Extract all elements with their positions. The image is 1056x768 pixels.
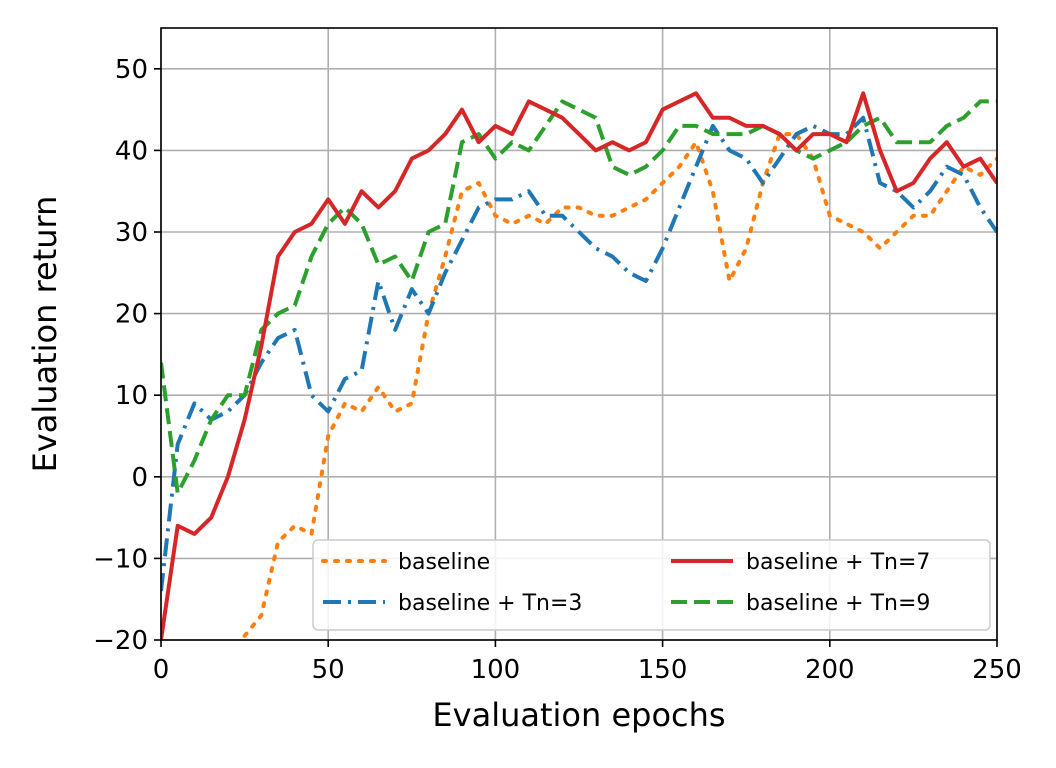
legend-label-1: baseline + Tn=3 (398, 591, 582, 616)
x-tick-label: 50 (312, 655, 345, 685)
series-line-1 (161, 115, 997, 592)
legend-label-3: baseline + Tn=9 (746, 591, 930, 616)
legend-box (312, 539, 991, 631)
x-tick-label: 0 (153, 655, 170, 685)
series-layer (161, 91, 997, 640)
y-tick-label: −10 (93, 544, 148, 574)
legend: baseline baseline + Tn=3 baseline + Tn=7 ba… (312, 539, 991, 631)
series-line-3 (161, 99, 997, 496)
y-tick-label: −20 (93, 626, 148, 656)
x-tick-label: 100 (471, 655, 521, 685)
x-tick-label: 150 (638, 655, 688, 685)
y-tick-label: 20 (115, 300, 148, 330)
y-tick-label: 0 (131, 463, 148, 493)
y-axis-title: Evaluation return (26, 196, 64, 473)
gridlines (160, 28, 998, 641)
y-tick-label: 40 (115, 136, 148, 166)
legend-label-2: baseline + Tn=7 (746, 550, 930, 575)
y-tick-label: 50 (115, 55, 148, 85)
series-line-0 (242, 132, 997, 638)
x-tick-label: 250 (972, 655, 1022, 685)
x-axis-title: Evaluation epochs (432, 696, 725, 734)
series-line-2 (161, 91, 997, 640)
y-tick-label: 10 (115, 381, 148, 411)
axis-ticks: 0 50 100 150 200 250 −20 −10 0 10 20 30 40 50 (93, 55, 1022, 685)
legend-label-0: baseline (398, 550, 490, 575)
plot-frame (160, 27, 998, 641)
y-tick-label: 30 (115, 218, 148, 248)
x-tick-label: 200 (805, 655, 855, 685)
